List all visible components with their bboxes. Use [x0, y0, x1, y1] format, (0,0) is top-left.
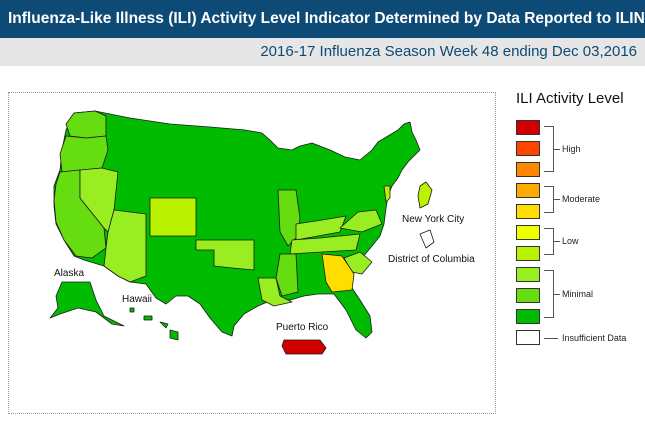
legend-swatch-level-10: [516, 120, 540, 135]
legend-label-minimal: Minimal: [562, 289, 594, 299]
tick-low: [554, 241, 560, 242]
legend-swatch-level-0: [516, 330, 540, 345]
dc: [419, 229, 435, 249]
state-hawaii: [129, 307, 179, 341]
state-georgia: [321, 253, 355, 293]
legend-swatch-level-8: [516, 162, 540, 177]
state-arizona: [103, 209, 147, 283]
ili-legend: ILI Activity Level High Moderate Low Min…: [510, 88, 640, 358]
legend-swatch-level-6: [516, 204, 540, 219]
state-washington: [65, 110, 107, 139]
legend-swatch-level-4: [516, 246, 540, 261]
season-week-subtitle: 2016-17 Influenza Season Week 48 ending …: [0, 38, 645, 66]
legend-swatch-level-3: [516, 267, 540, 282]
state-oklahoma: [195, 239, 255, 271]
state-oregon: [59, 135, 109, 173]
legend-swatch-level-7: [516, 183, 540, 198]
page-title: Influenza-Like Illness (ILI) Activity Le…: [0, 0, 645, 38]
legend-swatch-level-1: [516, 309, 540, 324]
map-frame: [8, 92, 496, 414]
label-alaska: Alaska: [54, 268, 84, 279]
legend-label-insufficient: Insufficient Data: [562, 333, 627, 343]
bracket-high: [544, 126, 554, 172]
territory-puerto-rico: [281, 339, 327, 355]
state-virginia: [339, 209, 383, 233]
bracket-low: [544, 228, 554, 255]
label-hawaii: Hawaii: [122, 294, 152, 305]
legend-swatch-level-9: [516, 141, 540, 156]
label-district-of-columbia: District of Columbia: [388, 254, 475, 265]
tick-insufficient: [544, 338, 558, 339]
tick-high: [554, 149, 560, 150]
legend-label-moderate: Moderate: [562, 194, 601, 204]
legend-label-low: Low: [562, 236, 579, 246]
legend-title: ILI Activity Level: [516, 90, 624, 107]
state-wyoming: [149, 197, 197, 237]
legend-swatch-level-2: [516, 288, 540, 303]
legend-label-high: High: [562, 144, 581, 154]
legend-swatch-level-5: [516, 225, 540, 240]
state-new-jersey: [383, 185, 391, 203]
state-mississippi: [275, 253, 299, 297]
tick-minimal: [554, 294, 560, 295]
us-ili-map: Alaska Hawaii Puerto Rico New York City …: [49, 110, 475, 355]
label-new-york-city: New York City: [402, 214, 464, 225]
bracket-minimal: [544, 270, 554, 318]
bracket-moderate: [544, 186, 554, 213]
tick-moderate: [554, 199, 560, 200]
state-alaska: [49, 281, 125, 327]
label-puerto-rico: Puerto Rico: [276, 322, 329, 333]
nyc: [417, 181, 433, 209]
